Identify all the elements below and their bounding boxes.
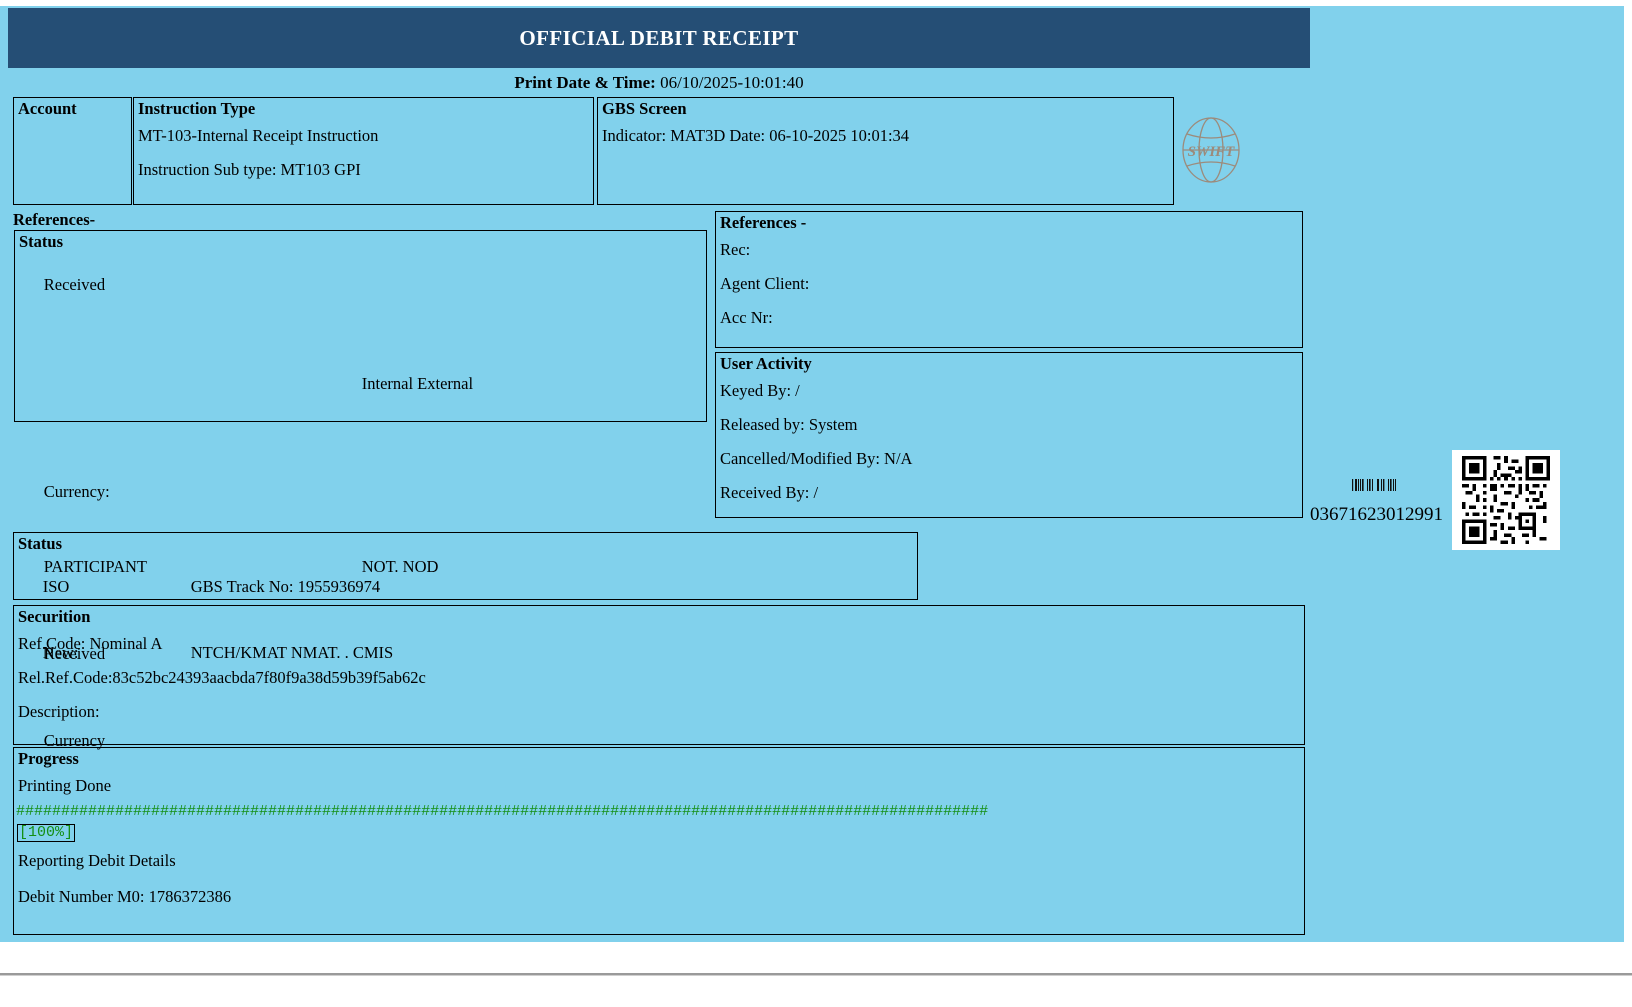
instruction-subtype-value: Instruction Sub type: MT103 GPI (138, 160, 361, 179)
gbs-track-no: GBS Track No: 1955936974 (190, 577, 381, 596)
status-received-value: Received (43, 275, 106, 294)
securition-description: Description: (18, 702, 100, 721)
user-activity-heading: User Activity (720, 354, 812, 373)
debit-number: Debit Number M0: 1786372386 (18, 887, 232, 906)
swift-globe-icon: SWIFT (1180, 116, 1242, 184)
qr-code (1452, 450, 1560, 550)
status-participant-row: PARTICIPANT NOT. NOD (15, 534, 706, 600)
status-currency2-value: Currency (43, 731, 106, 750)
status-participant-value: PARTICIPANT (43, 557, 147, 576)
status-notnod-value: NOT. NOD (361, 557, 439, 576)
status-new-label: New: (42, 643, 79, 662)
status-iso-row-2: New: NTCH/KMAT NMAT. . CMIS (14, 620, 917, 686)
barcode-icon (1352, 478, 1408, 491)
references-left-label: References- (13, 210, 96, 229)
page-title: OFFICIAL DEBIT RECEIPT (519, 25, 799, 50)
footer-divider (0, 973, 1632, 975)
status-internal-external-row: Internal External (15, 318, 706, 450)
instruction-type-heading: Instruction Type (138, 99, 256, 118)
status-iso-label: ISO (42, 577, 70, 596)
progress-status-text: Printing Done (18, 776, 112, 795)
status-received-row: Received (15, 252, 706, 318)
barcode-number: 03671623012991 (1310, 504, 1443, 525)
print-datetime-value: 06/10/2025-10:01:40 (660, 73, 804, 92)
user-activity-received-by: Received By: / (720, 483, 819, 502)
status-currency-label: Currency: (43, 482, 110, 501)
print-datetime-label: Print Date & Time: (514, 73, 656, 92)
status-currency-row: Currency: (15, 450, 706, 534)
progress-percent: [100%] (17, 824, 76, 842)
gbs-screen-heading: GBS Screen (602, 99, 687, 118)
status-left-box: Status Received Internal External Curren… (14, 230, 707, 750)
document-title-bar: OFFICIAL DEBIT RECEIPT (8, 8, 1310, 68)
status-received2-value: Received (43, 644, 106, 663)
receipt-sheet (0, 6, 1624, 942)
user-activity-cancelled-modified-by: Cancelled/Modified By: N/A (720, 449, 913, 468)
footer-divider-shadow (0, 975, 1632, 976)
references-acc-nr: Acc Nr: (720, 308, 773, 327)
user-activity-keyed-by: Keyed By: / (720, 381, 800, 400)
securition-box: Securition Ref.Code: Nominal A Rel.Ref.C… (13, 605, 1305, 745)
references-agent-client: Agent Client: (720, 274, 810, 293)
securition-rel-ref-code: Rel.Ref.Code:83c52bc24393aacbda7f80f9a38… (18, 668, 426, 687)
swift-logo-text: SWIFT (1188, 144, 1236, 160)
securition-ref-code: Ref.Code: Nominal A (18, 634, 163, 653)
instruction-type-box: Instruction Type MT-103-Internal Receipt… (133, 97, 594, 205)
status-iso-row-1: ISO GBS Track No: 1955936974 (14, 554, 917, 620)
user-activity-released-by: Released by: System (720, 415, 858, 434)
status-left-heading: Status (19, 232, 64, 251)
account-heading: Account (18, 99, 77, 118)
gbs-indicator-value: Indicator: MAT3D Date: 06-10-2025 10:01:… (602, 126, 910, 145)
status-internal-external-value: Internal External (361, 374, 474, 393)
references-rec: Rec: (720, 240, 751, 259)
progress-bar: ########################################… (16, 803, 989, 820)
gbs-screen-box: GBS Screen Indicator: MAT3D Date: 06-10-… (597, 97, 1174, 205)
references-right-heading: References - (720, 213, 807, 232)
print-datetime: Print Date & Time: 06/10/2025-10:01:40 (8, 73, 1310, 93)
reporting-debit-details-title: Reporting Debit Details (18, 851, 176, 870)
status-iso-heading: Status (18, 534, 63, 553)
user-activity-box: User Activity Keyed By: / Released by: S… (715, 352, 1303, 518)
status-iso-box: Status ISO GBS Track No: 1955936974 New: N… (13, 532, 918, 662)
progress-box: Progress Printing Done #################… (13, 747, 1305, 935)
instruction-type-value: MT-103-Internal Receipt Instruction (138, 126, 379, 145)
status-new-value: NTCH/KMAT NMAT. . CMIS (190, 643, 394, 662)
status-currency2-row: Currency (15, 708, 706, 774)
references-right-box: References - Rec: Agent Client: Acc Nr: (715, 211, 1303, 348)
account-box: Account (13, 97, 132, 205)
securition-heading: Securition (18, 607, 91, 626)
status-received2-row: Received (15, 600, 706, 708)
progress-heading: Progress (18, 749, 79, 768)
